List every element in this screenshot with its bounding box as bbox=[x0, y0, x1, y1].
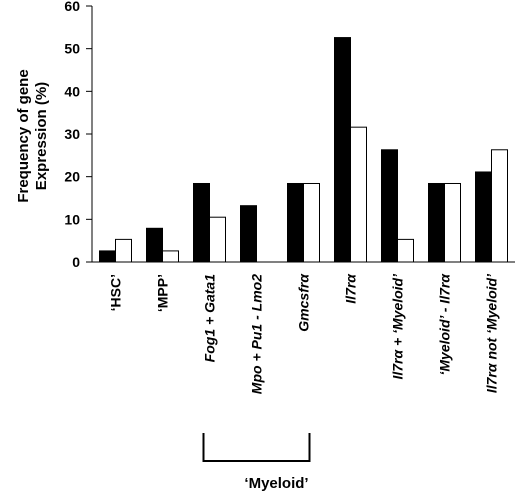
bar bbox=[428, 182, 445, 263]
axes bbox=[91, 6, 515, 263]
y-tick-label: 60 bbox=[64, 0, 80, 14]
bar bbox=[146, 227, 163, 263]
y-tick-label: 0 bbox=[72, 254, 80, 270]
bar bbox=[381, 149, 398, 263]
bar bbox=[287, 182, 304, 263]
bar bbox=[240, 205, 257, 263]
bar bbox=[397, 238, 414, 263]
y-tick-label: 10 bbox=[64, 211, 80, 227]
bar bbox=[99, 250, 116, 263]
y-tick-label: 40 bbox=[64, 83, 80, 99]
y-axis-label-line-1: Frequency of gene bbox=[15, 69, 32, 202]
bar-series bbox=[99, 37, 508, 263]
myeloid-bracket-label: ‘Myeloid’ bbox=[244, 475, 308, 492]
bar bbox=[193, 182, 210, 263]
category-label: Gmcsfrα bbox=[296, 273, 312, 332]
bar bbox=[209, 216, 226, 263]
bar bbox=[334, 37, 351, 263]
myeloid-bracket bbox=[202, 433, 311, 462]
bar bbox=[162, 250, 179, 263]
category-label: Mpo + Pu1 - Lmo2 bbox=[249, 274, 265, 394]
y-tick-label: 30 bbox=[64, 126, 80, 142]
bar bbox=[475, 171, 492, 263]
category-label: ‘HSC’ bbox=[108, 274, 124, 311]
y-tick-label: 50 bbox=[64, 41, 80, 57]
category-label: ‘MPP’ bbox=[155, 274, 171, 312]
category-label: Il7rα not ‘Myeloid’ bbox=[484, 273, 500, 393]
y-axis-label-line-2: Expression (%) bbox=[33, 82, 50, 190]
category-label: Il7rα bbox=[343, 273, 359, 304]
bar bbox=[350, 126, 367, 263]
bar bbox=[491, 149, 508, 263]
y-axis-label: Frequency of gene Expression (%) bbox=[15, 69, 50, 202]
bar bbox=[115, 238, 132, 263]
category-label: Il7rα + ‘Myeloid’ bbox=[390, 273, 406, 380]
bracket-line bbox=[202, 433, 311, 462]
bar bbox=[444, 182, 461, 263]
category-label: Fog1 + Gata1 bbox=[202, 274, 218, 363]
category-labels: ‘HSC’ ‘MPP’ Fog1 + Gata1 Mpo + Pu1 - Lmo2 Gm… bbox=[108, 273, 500, 395]
y-axis-ticks: 0 10 20 30 40 50 60 bbox=[64, 0, 92, 270]
bar bbox=[303, 182, 320, 263]
category-label: ‘Myeloid’ - Il7rα bbox=[437, 273, 453, 376]
y-tick-label: 20 bbox=[64, 169, 80, 185]
